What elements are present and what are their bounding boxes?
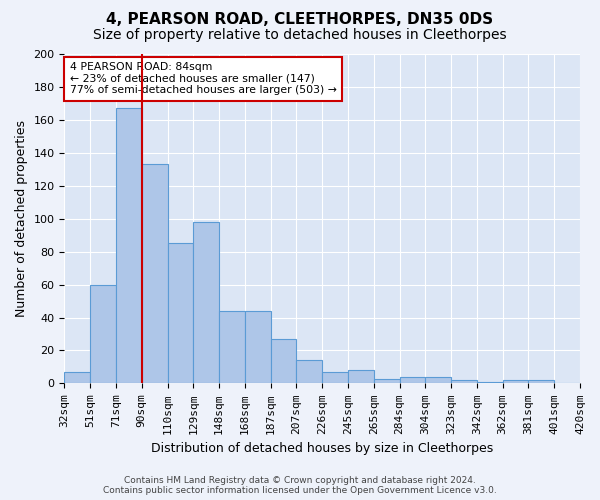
- Bar: [167, 244, 193, 384]
- Bar: [529, 380, 554, 384]
- Text: Size of property relative to detached houses in Cleethorpes: Size of property relative to detached ho…: [93, 28, 507, 42]
- Text: 4, PEARSON ROAD, CLEETHORPES, DN35 0DS: 4, PEARSON ROAD, CLEETHORPES, DN35 0DS: [106, 12, 494, 28]
- Bar: [142, 164, 167, 384]
- Bar: [271, 339, 296, 384]
- Bar: [348, 370, 374, 384]
- Bar: [245, 311, 271, 384]
- Bar: [64, 372, 90, 384]
- Bar: [322, 372, 348, 384]
- Bar: [477, 382, 503, 384]
- Bar: [400, 377, 425, 384]
- Bar: [425, 377, 451, 384]
- Bar: [193, 222, 219, 384]
- X-axis label: Distribution of detached houses by size in Cleethorpes: Distribution of detached houses by size …: [151, 442, 493, 455]
- Y-axis label: Number of detached properties: Number of detached properties: [15, 120, 28, 317]
- Bar: [503, 380, 529, 384]
- Bar: [296, 360, 322, 384]
- Bar: [451, 380, 477, 384]
- Bar: [374, 378, 400, 384]
- Text: Contains HM Land Registry data © Crown copyright and database right 2024.
Contai: Contains HM Land Registry data © Crown c…: [103, 476, 497, 495]
- Text: 4 PEARSON ROAD: 84sqm
← 23% of detached houses are smaller (147)
77% of semi-det: 4 PEARSON ROAD: 84sqm ← 23% of detached …: [70, 62, 337, 96]
- Bar: [219, 311, 245, 384]
- Bar: [116, 108, 142, 384]
- Bar: [90, 284, 116, 384]
